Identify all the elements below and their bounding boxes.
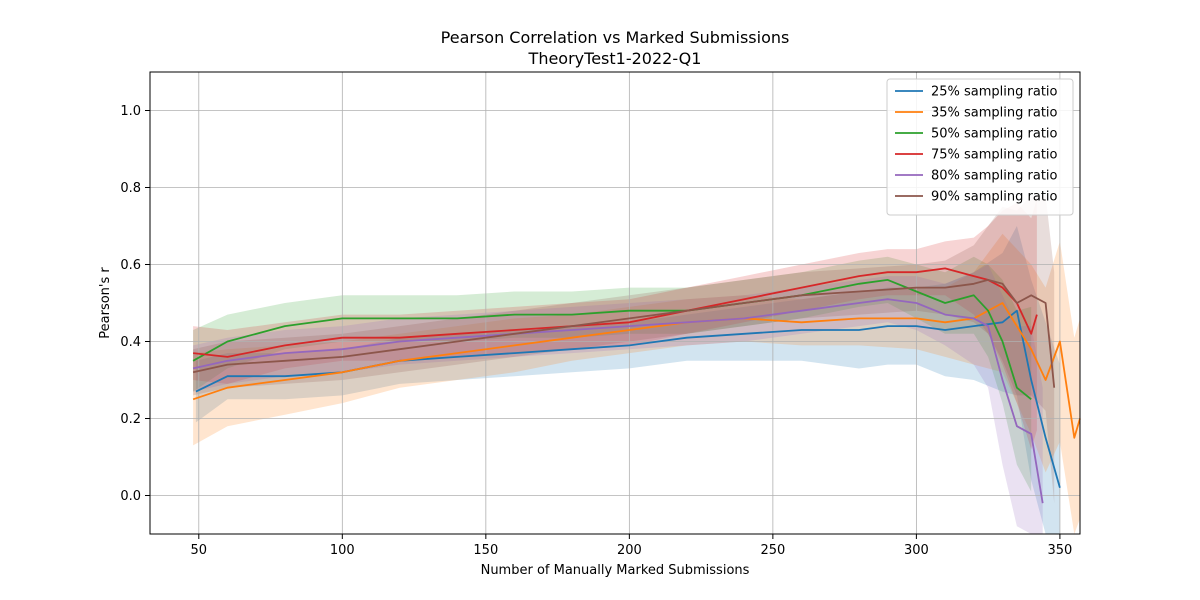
series-band-1 [195, 226, 1060, 534]
series-band-5 [193, 264, 1043, 534]
series-lines [192, 267, 1081, 504]
x-tick-label: 300 [904, 543, 929, 558]
x-tick-label: 150 [473, 543, 498, 558]
x-tick-label: 350 [1047, 543, 1072, 558]
series-line-2 [192, 302, 1081, 439]
legend-label-5: 80% sampling ratio [931, 169, 1058, 184]
x-axis-label: Number of Manually Marked Submissions [481, 563, 750, 578]
y-tick-label: 1.0 [120, 104, 141, 119]
y-tick-label: 0.0 [120, 489, 141, 504]
legend-label-3: 50% sampling ratio [931, 127, 1058, 142]
plot-frame [149, 71, 1081, 535]
series-line-6 [192, 278, 1056, 388]
legend-label-1: 25% sampling ratio [931, 85, 1058, 100]
legend-box [886, 78, 1074, 216]
legend-label-2: 35% sampling ratio [931, 106, 1058, 121]
y-tick-label: 0.8 [120, 181, 141, 196]
legend: 25% sampling ratio 35% sampling ratio 50% … [886, 78, 1074, 216]
x-axis-ticks: 50 100 150 200 250 300 350 [191, 534, 1072, 558]
legend-label-6: 90% sampling ratio [931, 190, 1058, 205]
x-tick-label: 250 [760, 543, 785, 558]
series-band-6 [193, 195, 1055, 504]
y-axis-label: Pearson's r [98, 267, 113, 339]
legend-label-4: 75% sampling ratio [931, 148, 1058, 163]
chart-title: Pearson Correlation vs Marked Submission… [441, 28, 790, 47]
y-tick-label: 0.4 [120, 335, 141, 350]
chart-subtitle: TheoryTest1-2022-Q1 [528, 49, 702, 68]
series-band-4 [193, 199, 1037, 450]
x-tick-label: 50 [191, 543, 208, 558]
x-tick-label: 200 [617, 543, 642, 558]
y-tick-label: 0.2 [120, 412, 141, 427]
y-tick-label: 0.6 [120, 258, 141, 273]
series-line-5 [192, 298, 1044, 504]
series-line-4 [193, 267, 1038, 358]
x-tick-label: 100 [330, 543, 355, 558]
series-band-3 [193, 256, 1032, 492]
confidence-bands [193, 195, 1081, 534]
series-band-2 [193, 233, 1081, 534]
grid-lines [150, 72, 1080, 534]
y-axis-ticks: 0.0 0.2 0.4 0.6 0.8 1.0 [120, 104, 150, 504]
